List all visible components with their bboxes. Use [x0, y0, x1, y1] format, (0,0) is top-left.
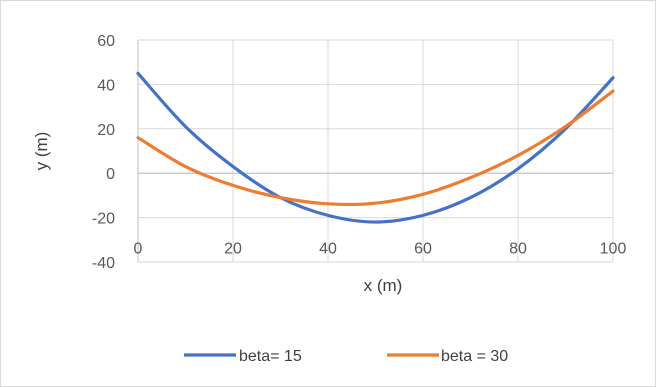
y-tick-label: -40	[92, 255, 115, 272]
y-tick-label: 40	[97, 77, 115, 94]
series-lines	[136, 71, 615, 224]
x-tick-label: 80	[509, 241, 527, 258]
legend-label-2: beta = 30	[441, 348, 508, 365]
y-tick-label: 0	[106, 166, 115, 183]
series-line-2	[136, 89, 615, 207]
x-tick-label: 60	[414, 241, 432, 258]
series-line-1	[136, 71, 615, 224]
x-tick-label: 40	[319, 241, 337, 258]
x-tick-label: 20	[224, 241, 242, 258]
x-tick-label: 100	[600, 241, 627, 258]
legend: beta= 15 beta = 30	[184, 348, 508, 365]
y-tick-label: 60	[97, 33, 115, 50]
y-tick-label: -20	[92, 211, 115, 228]
legend-label-1: beta= 15	[239, 348, 302, 365]
axes	[137, 40, 613, 262]
y-tick-label: 20	[97, 122, 115, 139]
y-axis-title: y (m)	[32, 132, 51, 171]
x-tick-label: 0	[134, 241, 143, 258]
x-axis-title: x (m)	[364, 276, 403, 295]
tick-labels: -40 -20 0 20 40 60 0 20 40 60 80 100	[92, 33, 627, 272]
